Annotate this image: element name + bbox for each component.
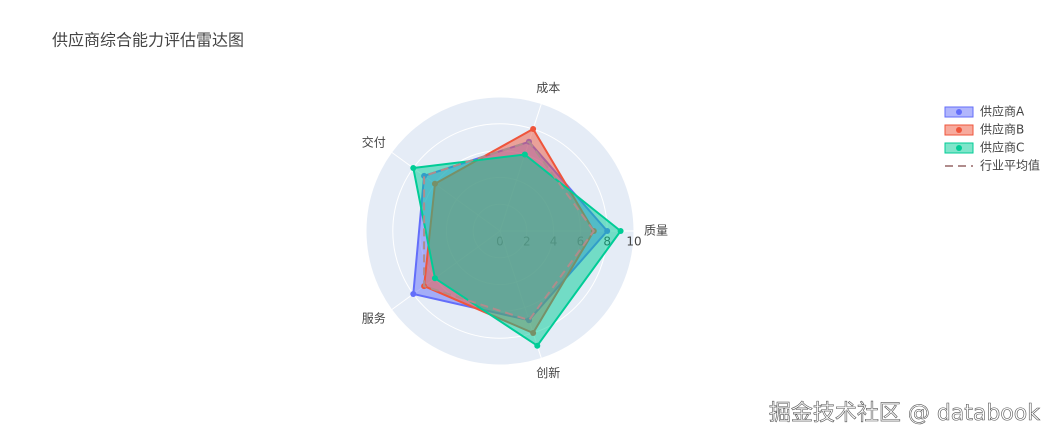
radar-point [534,342,541,349]
radar-point [431,275,438,282]
radar-point [410,164,417,171]
legend-marker [956,127,962,133]
radar-point [410,291,417,298]
category-label: 成本 [536,81,560,95]
legend-label: 供应商A [980,104,1025,119]
radar-point [530,126,537,133]
radar-point [521,151,528,158]
legend-marker [956,109,962,115]
category-label: 服务 [362,311,386,326]
category-label: 交付 [362,134,386,149]
category-label: 质量 [644,224,668,238]
watermark: 掘金技术社区 @ databook [769,401,1040,426]
legend-label: 行业平均值 [980,158,1040,173]
category-label: 创新 [536,365,560,380]
radar-area [423,140,596,322]
legend-label: 供应商B [980,122,1024,137]
chart-title: 供应商综合能力评估雷达图 [52,31,244,50]
radar-point [617,228,624,234]
legend-label: 供应商C [980,140,1024,155]
r-tick-label: 10 [626,235,641,249]
legend-marker [956,145,962,151]
